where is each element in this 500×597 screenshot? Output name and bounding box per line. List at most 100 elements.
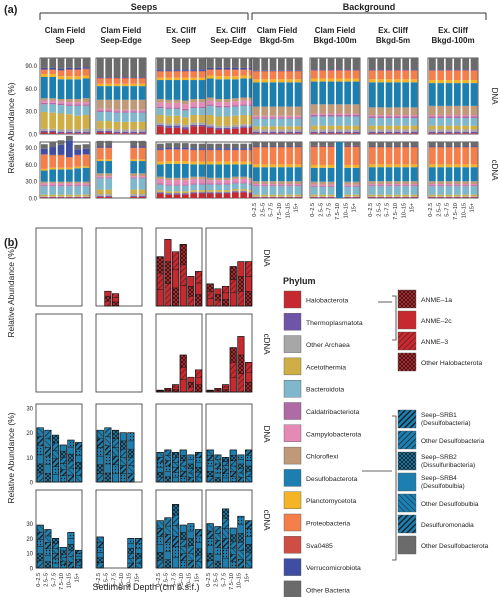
bar-segment	[190, 108, 198, 115]
bar-segment	[138, 99, 146, 110]
bar-segment	[410, 69, 418, 71]
bar-segment	[127, 465, 135, 474]
bar-segment	[253, 79, 260, 83]
bar-segment	[173, 77, 181, 81]
bar-segment	[138, 176, 146, 178]
bar-segment	[402, 184, 410, 186]
bar-outline	[172, 251, 180, 307]
bar-segment	[190, 149, 198, 151]
bar-outline	[164, 239, 172, 307]
depth-tick-label: 5–7.5	[269, 203, 275, 217]
panel-b-frame	[35, 313, 83, 393]
bar-segment	[59, 475, 67, 483]
bar-segment	[206, 460, 214, 467]
bar-segment	[44, 438, 52, 448]
bar-segment	[214, 463, 222, 469]
bar-segment	[207, 177, 214, 181]
bar-segment	[445, 70, 453, 71]
bar-segment	[173, 108, 181, 116]
bar-segment	[157, 58, 164, 70]
bar-segment	[352, 196, 360, 198]
bar-segment	[437, 69, 445, 71]
bar-segment	[105, 78, 113, 84]
bar-segment	[327, 181, 335, 185]
bar-segment	[127, 448, 135, 458]
bar-segment	[240, 150, 248, 162]
bar-segment	[369, 184, 376, 186]
bar-segment	[429, 147, 436, 165]
bar-segment	[454, 105, 461, 115]
bar-segment	[229, 561, 237, 569]
bar-segment	[344, 78, 352, 82]
bar-segment	[261, 142, 269, 147]
bar-segment	[173, 127, 181, 134]
bar-segment	[369, 147, 376, 165]
bar-segment	[344, 81, 352, 105]
legend-subgroup-label: Other Desulfobacteria	[421, 438, 485, 445]
bar-segment	[245, 460, 252, 467]
site-label-6: Clam Field	[315, 26, 356, 35]
legend-swatch	[283, 290, 302, 309]
bar-segment	[410, 70, 418, 71]
bar-segment	[173, 184, 181, 186]
bar-segment	[269, 79, 277, 83]
bar-segment	[286, 118, 294, 127]
bar-segment	[232, 105, 239, 107]
bar-segment	[82, 75, 90, 79]
bar-segment	[41, 132, 48, 134]
bar-segment	[240, 75, 248, 79]
bar-segment	[253, 70, 260, 71]
bar-segment	[245, 471, 252, 477]
bar-segment	[215, 143, 223, 149]
bar-segment	[454, 133, 461, 134]
bar-segment	[156, 536, 164, 545]
bar-segment	[157, 192, 164, 194]
bar-segment	[207, 100, 214, 105]
bar-segment	[344, 184, 352, 186]
bar-segment	[182, 71, 189, 78]
depth-tick-label: 15+	[194, 573, 200, 582]
bar-segment	[240, 105, 248, 115]
bar-segment	[402, 147, 410, 148]
bar-segment	[214, 547, 222, 555]
bar-segment	[385, 196, 393, 198]
site-label-5: Clam Field	[257, 26, 298, 35]
bar-segment	[223, 149, 231, 151]
bar-segment	[130, 173, 138, 177]
bar-segment	[344, 181, 352, 185]
bar-outline	[96, 429, 104, 483]
bar-segment	[410, 186, 418, 195]
bar-outline	[237, 261, 245, 307]
bar-segment	[187, 538, 195, 547]
bar-segment	[294, 147, 302, 165]
bar-segment	[59, 547, 67, 551]
bar-segment	[82, 58, 90, 68]
bar-segment	[470, 194, 478, 197]
bar-segment	[215, 164, 223, 178]
bar-segment	[253, 131, 260, 134]
bar-segment	[232, 182, 239, 184]
bar-segment	[394, 115, 401, 117]
bar-segment	[172, 457, 179, 463]
bar-segment	[237, 373, 245, 393]
bar-segment	[36, 454, 44, 465]
bar-segment	[130, 111, 138, 113]
bar-segment	[172, 462, 179, 468]
bar-segment	[179, 546, 187, 554]
bar-segment	[445, 196, 453, 198]
bar-segment	[82, 131, 90, 134]
bar-segment	[97, 108, 104, 111]
bar-segment	[369, 181, 376, 184]
bar-segment	[57, 185, 65, 187]
bar-segment	[269, 106, 277, 116]
bar-segment	[105, 132, 113, 134]
bar-segment	[49, 185, 57, 187]
bar-segment	[198, 192, 206, 194]
bar-segment	[462, 83, 470, 106]
depth-tick-label: 2.5–5	[44, 573, 50, 587]
bar-segment	[75, 555, 83, 560]
bar-segment	[311, 70, 318, 79]
bar-segment	[253, 147, 260, 165]
bar-segment	[182, 127, 189, 130]
bar-segment	[229, 292, 237, 307]
